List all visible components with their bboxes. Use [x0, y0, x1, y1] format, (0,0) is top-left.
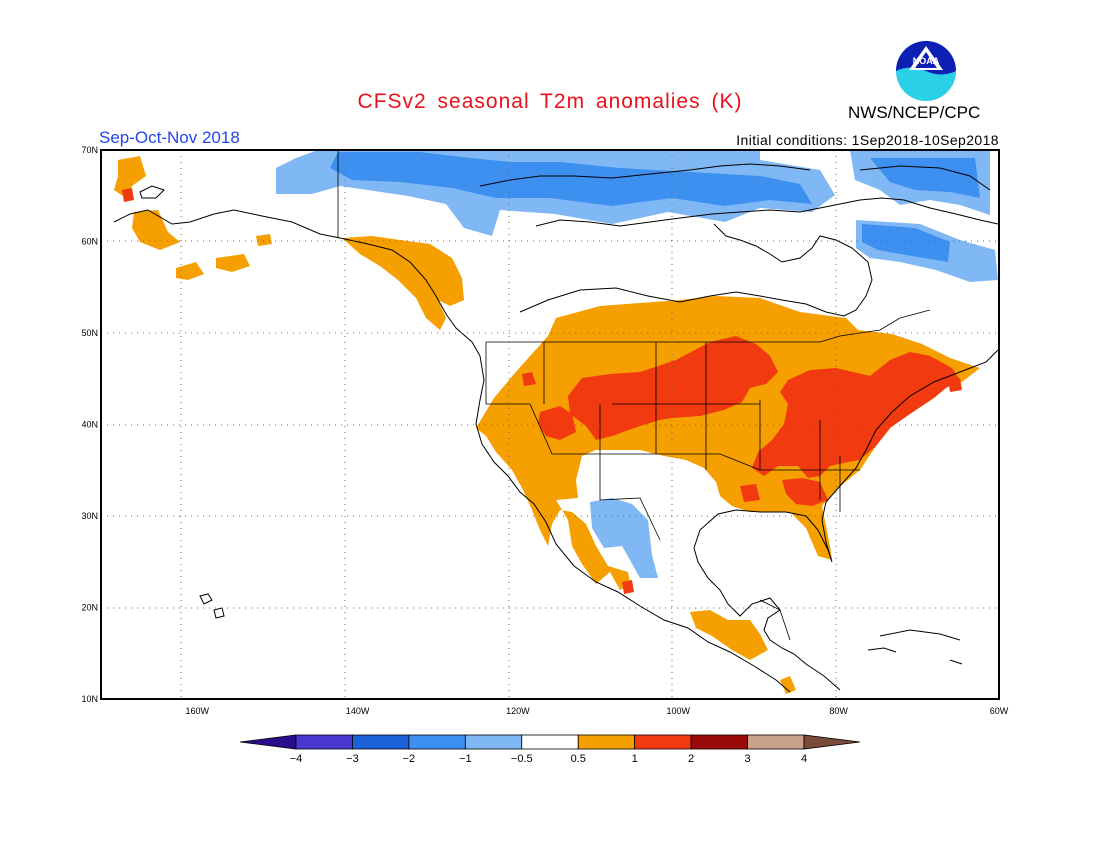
colorbar-label: −4 [290, 753, 303, 765]
colorbar-label: −1 [459, 753, 472, 765]
lat-tick-label: 70N [81, 145, 98, 155]
hot-northern-plains [568, 336, 778, 440]
colorbar: −4 −3 −2 −1 −0.5 0.5 1 2 3 4 [239, 734, 861, 765]
lon-tick-label: 160W [185, 706, 209, 716]
cold-mexico-region [590, 498, 658, 578]
colorbar-label: 0.5 [571, 753, 586, 765]
colorbar-label: 3 [744, 753, 750, 765]
latitude-tick-labels: 10N 20N 30N 40N 50N 60N 70N [81, 145, 98, 704]
colorbar-swatch [747, 734, 805, 750]
lon-tick-label: 120W [506, 706, 530, 716]
hot-southeast [122, 188, 962, 594]
lat-tick-label: 20N [81, 603, 98, 613]
warm-north-america [476, 296, 980, 590]
season-label: Sep-Oct-Nov 2018 [99, 128, 240, 147]
warm-alaska-panhandle [342, 236, 464, 330]
colorbar-swatch [464, 734, 523, 750]
lat-tick-label: 40N [81, 420, 98, 430]
coastlines [113, 163, 999, 693]
colorbar-under-triangle [239, 734, 297, 750]
lat-tick-label: 60N [81, 237, 98, 247]
political-borders [337, 150, 931, 641]
logo-text: NOAA [913, 56, 940, 66]
colorbar-label: −3 [346, 753, 359, 765]
hot-east [752, 352, 960, 478]
colorbar-swatch [577, 734, 636, 750]
lon-tick-label: 140W [346, 706, 370, 716]
agency-label: NWS/NCEP/CPC [848, 103, 981, 122]
warm-alaska-west [114, 156, 272, 280]
lon-tick-label: 60W [990, 706, 1009, 716]
noaa-logo-icon: NOAA [896, 41, 956, 101]
map-frame [100, 149, 1000, 700]
cold-arctic-core [330, 152, 812, 206]
warm-central-america [690, 610, 796, 694]
colorbar-swatch [352, 734, 410, 750]
lat-tick-label: 10N [81, 694, 98, 704]
lon-tick-label: 80W [829, 706, 848, 716]
lat-tick-label: 30N [81, 511, 98, 521]
lon-tick-label: 100W [667, 706, 691, 716]
cold-labrador-core [862, 224, 950, 262]
anomaly-fields [113, 150, 999, 694]
colorbar-swatch [295, 734, 353, 750]
cold-greenland-core [870, 158, 980, 198]
colorbar-label: −2 [403, 753, 416, 765]
colorbar-swatch [690, 734, 748, 750]
lat-tick-label: 50N [81, 328, 98, 338]
colorbar-label: 1 [632, 753, 638, 765]
colorbar-over-triangle [803, 734, 861, 750]
colorbar-swatch [634, 734, 692, 750]
colorbar-label: 2 [688, 753, 694, 765]
colorbar-label: −0.5 [511, 753, 533, 765]
initial-conditions-label: Initial conditions: 1Sep2018-10Sep2018 [736, 132, 999, 148]
hot-west [522, 372, 576, 440]
longitude-tick-labels: 160W 140W 120W 100W 80W 60W [185, 706, 1008, 716]
colorbar-label: 4 [801, 753, 807, 765]
map-title: CFSv2 seasonal T2m anomalies (K) [357, 90, 743, 113]
colorbar-swatch [521, 734, 579, 750]
colorbar-swatch [408, 734, 466, 750]
